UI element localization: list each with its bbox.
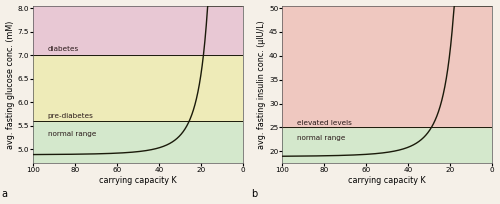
Text: pre-diabetes: pre-diabetes [48,113,94,119]
X-axis label: carrying capacity K: carrying capacity K [99,176,176,185]
Text: normal range: normal range [297,135,346,141]
Bar [33,121,242,163]
Bar [282,6,492,128]
Y-axis label: avg. fasting insulin conc. (μIU/L): avg. fasting insulin conc. (μIU/L) [258,20,266,149]
X-axis label: carrying capacity K: carrying capacity K [348,176,426,185]
Text: b: b [251,188,258,198]
Text: a: a [2,188,8,198]
Text: elevated levels: elevated levels [297,120,352,126]
Y-axis label: avg. fasting glucose conc. (mM): avg. fasting glucose conc. (mM) [6,20,15,149]
Bar [282,128,492,163]
Bar [33,55,242,121]
Bar [33,6,242,55]
Text: normal range: normal range [48,131,96,137]
Text: diabetes: diabetes [48,46,79,52]
